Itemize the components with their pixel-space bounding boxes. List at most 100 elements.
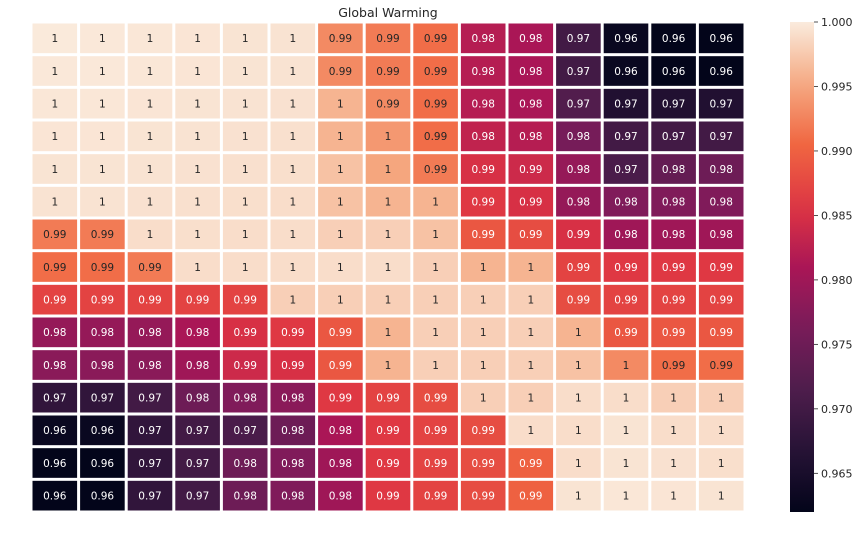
heatmap-cell-r10-c9: [460, 350, 506, 380]
heatmap-cell-label-r0-c1: 1: [99, 33, 106, 45]
heatmap-cell-r2-c10: [508, 88, 554, 119]
heatmap-cell-label-r4-c4: 1: [242, 164, 249, 176]
heatmap-cell-r10-c7: [365, 350, 411, 380]
heatmap-cell-label-r13-c9: 0.99: [472, 458, 495, 470]
heatmap-cell-r7-c2: [127, 252, 173, 282]
heatmap-cell-label-r14-c10: 0.99: [519, 490, 542, 502]
heatmap-cell-r12-c5: [270, 415, 316, 446]
heatmap-cell-label-r6-c7: 1: [385, 229, 392, 241]
heatmap-cell-r12-c11: [556, 415, 601, 446]
heatmap-cell-label-r8-c2: 0.99: [138, 294, 161, 306]
heatmap-cell-r13-c8: [413, 448, 458, 478]
heatmap-cell-label-r13-c6: 0.98: [329, 458, 352, 470]
heatmap-cell-label-r3-c8: 0.99: [424, 131, 447, 143]
heatmap-cell-r14-c3: [175, 480, 220, 511]
heatmap-cell-label-r10-c2: 0.98: [138, 360, 161, 372]
heatmap-cell-r6-c12: [603, 219, 649, 250]
heatmap-cell-r1-c1: [80, 56, 125, 86]
heatmap-cell-r4-c10: [508, 154, 554, 184]
heatmap-cell-label-r9-c10: 1: [527, 327, 534, 339]
heatmap-cell-r7-c3: [175, 252, 220, 282]
heatmap-cell-r7-c14: [698, 252, 744, 282]
heatmap-cell-label-r0-c3: 1: [194, 33, 201, 45]
heatmap-cell-label-r9-c12: 0.99: [614, 327, 637, 339]
heatmap-cell-label-r14-c2: 0.97: [138, 490, 161, 502]
heatmap-cell-r13-c7: [365, 448, 411, 478]
heatmap-cell-label-r2-c1: 1: [99, 98, 106, 110]
heatmap-cell-label-r2-c14: 0.97: [710, 98, 733, 110]
heatmap-cell-r8-c12: [603, 284, 649, 315]
heatmap-cell-label-r4-c10: 0.99: [519, 164, 542, 176]
heatmap-cell-label-r1-c1: 1: [99, 66, 106, 78]
heatmap-cell-r0-c8: [413, 23, 458, 54]
heatmap-cell-r5-c10: [508, 186, 554, 217]
heatmap-cell-r11-c11: [556, 382, 601, 413]
heatmap-cell-label-r5-c2: 1: [147, 196, 154, 208]
heatmap-cell-label-r2-c13: 0.97: [662, 98, 685, 110]
heatmap-cell-label-r3-c7: 1: [385, 131, 392, 143]
heatmap-cell-r9-c4: [222, 317, 268, 348]
heatmap-cell-label-r2-c9: 0.98: [472, 98, 495, 110]
heatmap-cell-r7-c8: [413, 252, 458, 282]
heatmap-cell-r7-c4: [222, 252, 268, 282]
heatmap-cell-r10-c10: [508, 350, 554, 380]
heatmap-cell-label-r13-c10: 0.99: [519, 458, 542, 470]
heatmap-cell-label-r11-c10: 1: [527, 392, 534, 404]
heatmap-cell-label-r8-c9: 1: [480, 294, 487, 306]
heatmap-cell-label-r6-c5: 1: [289, 229, 296, 241]
heatmap-cell-label-r7-c9: 1: [480, 262, 487, 274]
heatmap-cell-label-r3-c2: 1: [147, 131, 154, 143]
heatmap-cell-label-r7-c7: 1: [385, 262, 392, 274]
heatmap-cell-label-r8-c12: 0.99: [614, 294, 637, 306]
heatmap-cell-label-r14-c5: 0.98: [281, 490, 304, 502]
heatmap-cell-r8-c13: [651, 284, 696, 315]
heatmap-cell-r3-c5: [270, 121, 316, 152]
heatmap-cell-r14-c1: [80, 480, 125, 511]
heatmap-cell-label-r3-c6: 1: [337, 131, 344, 143]
heatmap-cell-label-r8-c0: 0.99: [43, 294, 66, 306]
heatmap-cell-label-r7-c10: 1: [527, 262, 534, 274]
heatmap-cell-label-r0-c12: 0.96: [614, 33, 638, 45]
heatmap-cell-label-r2-c10: 0.98: [519, 98, 542, 110]
heatmap-cell-r13-c13: [651, 448, 696, 478]
heatmap-cell-r8-c6: [318, 284, 363, 315]
heatmap-cell-r1-c6: [318, 56, 363, 86]
heatmap-cell-r11-c8: [413, 382, 458, 413]
heatmap-cell-label-r2-c4: 1: [242, 98, 249, 110]
heatmap-cell-r2-c13: [651, 88, 696, 119]
heatmap-cell-label-r4-c0: 1: [51, 164, 58, 176]
heatmap-cell-r9-c12: [603, 317, 649, 348]
heatmap-cell-label-r8-c4: 0.99: [234, 294, 257, 306]
heatmap-cell-label-r6-c9: 0.99: [472, 229, 495, 241]
heatmap-cell-r11-c2: [127, 382, 173, 413]
heatmap-cell-r0-c2: [127, 23, 173, 54]
heatmap-cell-r2-c4: [222, 88, 268, 119]
heatmap-cell-label-r10-c10: 1: [527, 360, 534, 372]
heatmap-cell-r0-c0: [32, 23, 78, 54]
heatmap-cell-r11-c3: [175, 382, 220, 413]
heatmap-cell-label-r13-c14: 1: [718, 458, 725, 470]
heatmap-cell-label-r11-c11: 1: [575, 392, 582, 404]
heatmap-cell-r3-c7: [365, 121, 411, 152]
heatmap-cell-r11-c6: [318, 382, 363, 413]
heatmap-cell-r8-c1: [80, 284, 125, 315]
heatmap-cell-r14-c12: [603, 480, 649, 511]
heatmap-cell-label-r2-c5: 1: [289, 98, 296, 110]
heatmap-cell-r3-c14: [698, 121, 744, 152]
heatmap-cell-r3-c8: [413, 121, 458, 152]
heatmap-cell-label-r13-c11: 1: [575, 458, 582, 470]
heatmap-cell-label-r5-c14: 0.98: [710, 196, 733, 208]
heatmap-cell-label-r1-c2: 1: [147, 66, 154, 78]
heatmap-cell-r11-c4: [222, 382, 268, 413]
heatmap-cell-label-r10-c7: 1: [385, 360, 392, 372]
heatmap-cell-r2-c11: [556, 88, 601, 119]
heatmap-cell-label-r14-c9: 0.99: [472, 490, 495, 502]
heatmap-cell-r14-c8: [413, 480, 458, 511]
heatmap-cell-r5-c12: [603, 186, 649, 217]
heatmap-cell-r14-c11: [556, 480, 601, 511]
heatmap-cell-r9-c7: [365, 317, 411, 348]
heatmap-cell-label-r10-c3: 0.98: [186, 360, 209, 372]
heatmap-cell-r14-c0: [32, 480, 78, 511]
heatmap-cell-r5-c9: [460, 186, 506, 217]
